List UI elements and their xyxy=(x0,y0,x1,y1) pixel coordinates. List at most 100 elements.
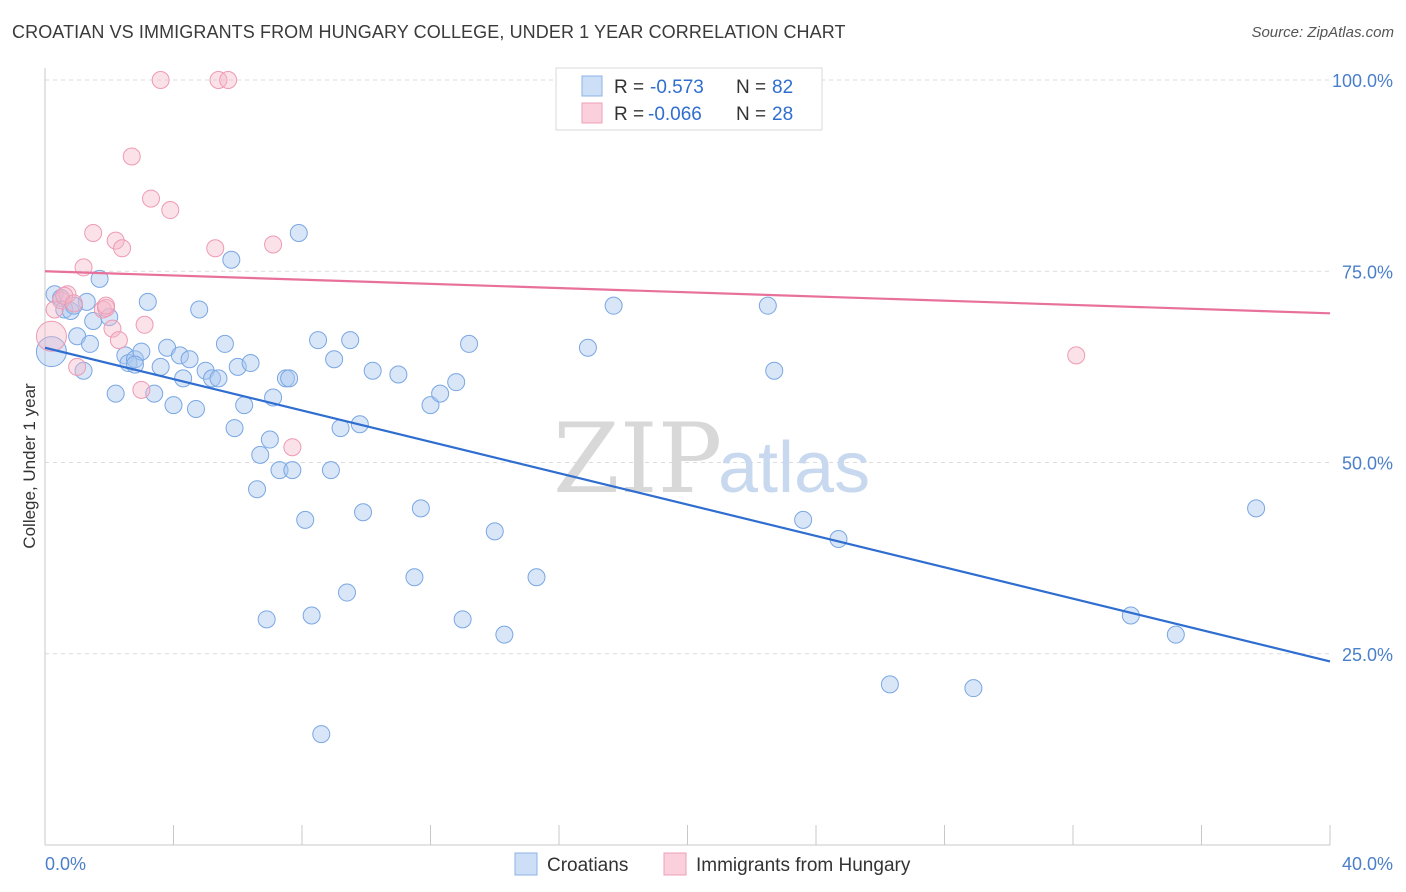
croatians-point xyxy=(260,430,279,449)
croatians-point xyxy=(280,369,299,388)
y-tick-label: 75.0% xyxy=(1342,262,1393,282)
series-legend: Croatians Immigrants from Hungary xyxy=(514,852,911,876)
croatians-point xyxy=(225,419,244,438)
hungary-point xyxy=(55,286,74,305)
croatians-point xyxy=(209,369,228,388)
legend-n-value-2: 28 xyxy=(772,104,793,125)
croatians-point xyxy=(190,300,209,319)
croatians-trend-line xyxy=(44,346,1331,663)
croatians-point xyxy=(248,480,267,499)
croatians-point xyxy=(321,461,340,480)
croatians-point xyxy=(257,610,276,629)
croatians-point xyxy=(337,583,356,602)
hungary-point xyxy=(58,285,77,304)
croatians-point xyxy=(90,269,109,288)
croatians-point xyxy=(405,568,424,587)
croatians-point xyxy=(389,365,408,384)
croatians-point xyxy=(309,331,328,350)
hungary-point xyxy=(64,294,83,313)
croatians-point xyxy=(270,461,289,480)
croatians-point xyxy=(125,350,144,369)
hungary-point xyxy=(142,189,161,208)
legend-r-label-1: R = xyxy=(614,77,644,98)
hungary-point xyxy=(35,320,67,352)
croatians-point xyxy=(527,568,546,587)
x-tick-label-max: 40.0% xyxy=(1342,854,1393,874)
croatians-point xyxy=(460,334,479,353)
croatians-point xyxy=(186,399,205,418)
y-tick-label: 100.0% xyxy=(1332,71,1393,91)
hungary-trend-line xyxy=(44,270,1331,315)
hungary-point xyxy=(103,319,122,338)
croatians-point xyxy=(495,625,514,644)
hungary-point xyxy=(97,296,116,315)
croatians-point xyxy=(215,334,234,353)
legend-n-value-1: 82 xyxy=(772,77,793,98)
hungary-point xyxy=(161,201,180,220)
hungary-point xyxy=(132,380,151,399)
series-swatch-hungary xyxy=(663,852,687,876)
legend-n-label-2: N = xyxy=(736,104,766,125)
x-tick-label-min: 0.0% xyxy=(45,854,86,874)
axes xyxy=(44,68,1331,846)
croatians-point xyxy=(174,369,193,388)
croatians-point xyxy=(289,224,308,242)
hungary-point xyxy=(45,300,64,319)
croatians-point xyxy=(1166,625,1185,644)
hungary-point xyxy=(151,71,170,89)
y-tick-label: 25.0% xyxy=(1342,645,1393,665)
croatians-point xyxy=(151,357,170,376)
croatians-point xyxy=(431,384,450,403)
croatians-point xyxy=(578,338,597,357)
croatians-point xyxy=(354,503,373,522)
croatians-point xyxy=(794,510,813,529)
hungary-point xyxy=(219,71,238,89)
croatians-point xyxy=(296,510,315,529)
series-swatch-croatians xyxy=(514,852,538,876)
hungary-point xyxy=(283,438,302,457)
croatians-point xyxy=(421,396,440,415)
croatians-point xyxy=(363,361,382,380)
croatians-point xyxy=(411,499,430,518)
chart-source: Source: ZipAtlas.com xyxy=(1251,24,1394,41)
croatians-point xyxy=(164,396,183,415)
croatians-point xyxy=(138,292,157,311)
croatians-point xyxy=(325,350,344,369)
croatians-point xyxy=(604,296,623,315)
legend-r-value-2: -0.066 xyxy=(648,104,702,125)
croatians-point xyxy=(302,606,321,625)
croatians-point xyxy=(964,679,983,698)
hungary-point xyxy=(1067,346,1086,365)
series-label-hungary: Immigrants from Hungary xyxy=(696,855,911,876)
series-label-croatians: Croatians xyxy=(547,855,628,876)
legend-n-label-1: N = xyxy=(736,77,766,98)
correlation-legend: R = -0.573 N = 82 R = -0.066 N = 28 xyxy=(555,67,823,131)
x-tick-labels: 0.0% 40.0% xyxy=(45,854,1393,874)
legend-r-label-2: R = xyxy=(614,104,644,125)
croatians-point xyxy=(1121,606,1140,625)
y-axis-label: College, Under 1 year xyxy=(20,383,39,549)
croatians-point xyxy=(341,331,360,350)
hungary-point xyxy=(84,224,103,242)
croatians-point xyxy=(132,342,151,361)
croatians-point xyxy=(106,384,125,403)
croatians-point xyxy=(765,361,784,380)
croatians-point xyxy=(251,445,270,464)
croatians-point xyxy=(222,250,241,269)
hungary-point xyxy=(206,239,225,258)
croatians-point xyxy=(758,296,777,315)
chart-title: CROATIAN VS IMMIGRANTS FROM HUNGARY COLL… xyxy=(12,22,846,42)
croatians-point xyxy=(180,350,199,369)
hungary-point xyxy=(135,315,154,334)
y-tick-labels: 25.0% 50.0% 75.0% 100.0% xyxy=(1332,71,1393,665)
watermark-atlas: atlas xyxy=(718,428,870,508)
croatians-point xyxy=(1247,499,1266,518)
croatians-point xyxy=(235,396,254,415)
legend-swatch-croatians xyxy=(581,75,603,97)
croatians-point xyxy=(880,675,899,694)
hungary-point xyxy=(106,231,125,250)
legend-r-value-1: -0.573 xyxy=(650,77,704,98)
legend-swatch-hungary xyxy=(581,102,603,124)
trend-lines xyxy=(44,270,1331,663)
